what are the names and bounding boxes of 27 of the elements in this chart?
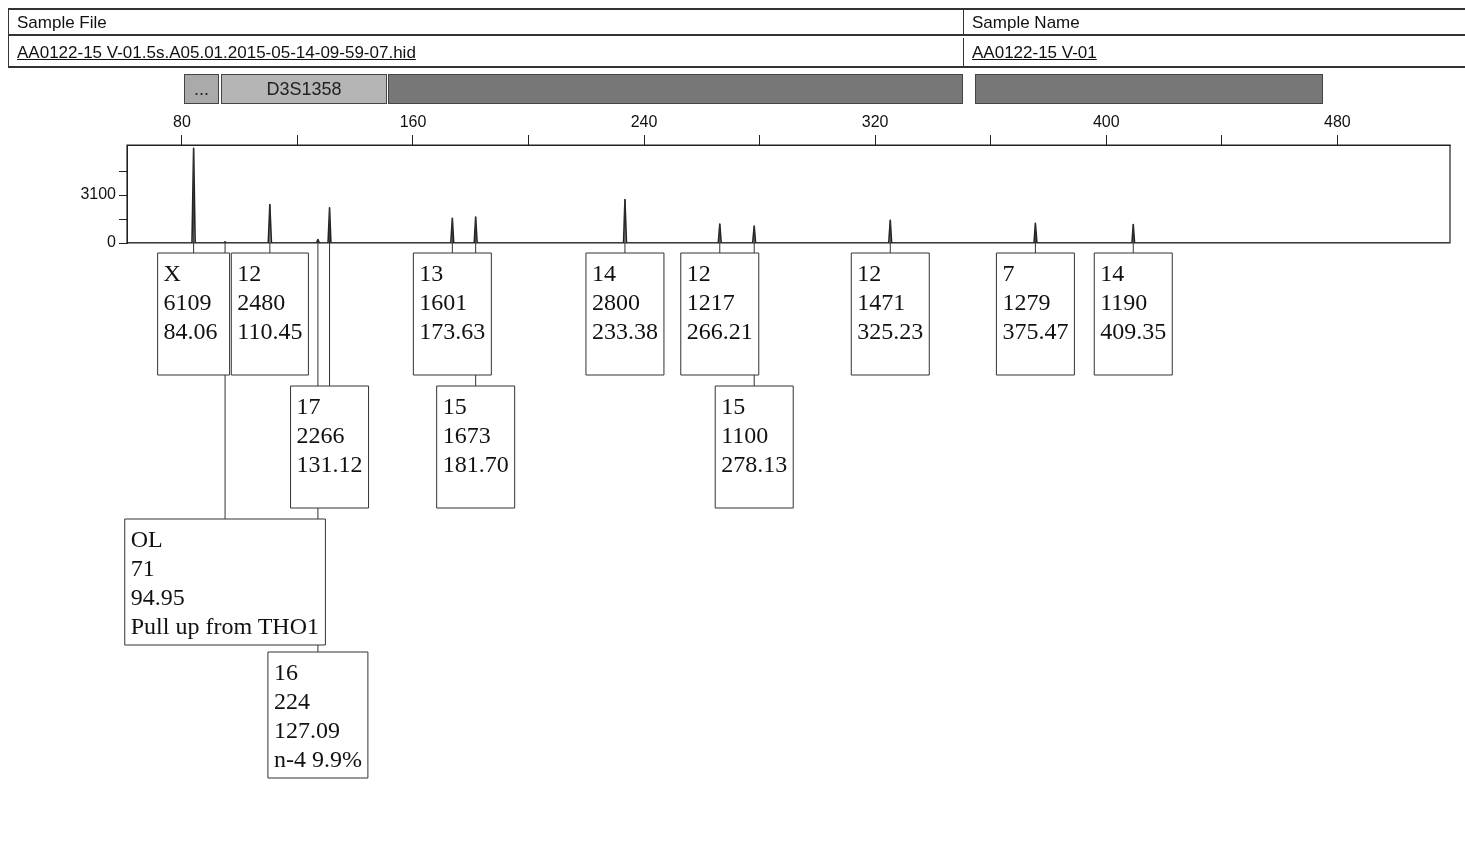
x-tick-label: 480 (1323, 112, 1351, 130)
text: D3S1358 (221, 74, 387, 104)
annotation: X 6109 84.06 (163, 260, 218, 345)
annotation: 12 1471 325.23 (857, 260, 924, 345)
annotation: 13 1601 173.63 (419, 260, 486, 345)
text: Sample File (9, 10, 964, 36)
annotation: 7 1279 375.47 (1002, 260, 1069, 345)
annotation: 17 2266 131.12 (296, 393, 363, 478)
text: AA0122-15 V-01 (964, 38, 1465, 68)
annotation: 14 1190 409.35 (1100, 260, 1167, 345)
x-tick-label: 400 (1092, 112, 1120, 130)
annotation: 16 224 127.09 n-4 9.9% (273, 659, 362, 773)
annotation: 15 1673 181.70 (442, 393, 509, 478)
y-tick-label: 3100 (80, 185, 117, 203)
text: ... (184, 74, 219, 104)
annotation: OL 71 94.95 Pull up from THO1 (130, 526, 319, 640)
x-tick-label: 80 (172, 112, 191, 130)
x-tick-label: 320 (861, 112, 889, 130)
annotation: 12 2480 110.45 (237, 260, 303, 345)
annotation: 12 1217 266.21 (686, 260, 753, 345)
text: Sample Name (964, 10, 1465, 36)
x-tick-label: 240 (630, 112, 658, 130)
text: AA0122-15 V-01.5s.A05.01.2015-05-14-09-59-07.hid (9, 38, 964, 68)
y-tick-label: 0 (107, 233, 117, 251)
x-tick-label: 160 (399, 112, 427, 130)
annotation: 15 1100 278.13 (721, 393, 788, 478)
annotation: 14 2800 233.38 (591, 260, 658, 345)
